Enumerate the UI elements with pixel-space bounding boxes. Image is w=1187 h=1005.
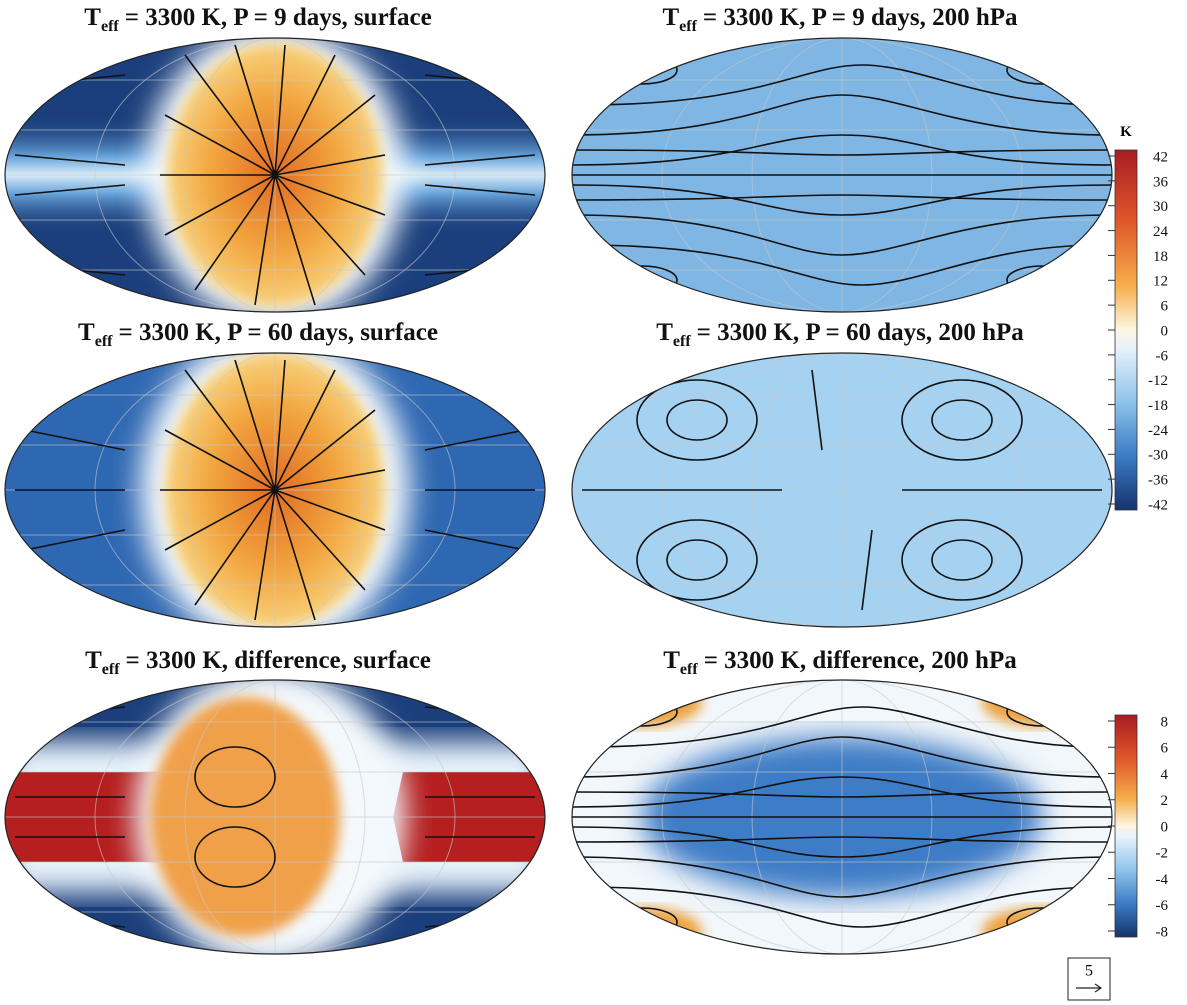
reference-label: 5: [1085, 963, 1093, 980]
panel-title: Teff = 3300 K, P = 9 days, 200 hPa: [662, 4, 1018, 35]
colorbar-tick-label: 8: [1161, 714, 1169, 730]
colorbar-tick-label: 24: [1153, 224, 1169, 240]
colorbar-scale: [1114, 149, 1138, 511]
colorbar-tick-label: 18: [1153, 249, 1168, 265]
colorbar: [1114, 714, 1138, 938]
map-panel: [4, 352, 546, 628]
map-panel: [4, 37, 546, 313]
panel-title: Teff = 3300 K, P = 9 days, surface: [84, 4, 431, 35]
map-panel: [571, 352, 1113, 628]
colorbar-tick-label: 6: [1161, 741, 1169, 757]
colorbar-tick-label: -24: [1148, 423, 1168, 439]
colorbar-tick-label: -4: [1156, 872, 1169, 888]
colorbar-tick-label: 42: [1153, 149, 1168, 165]
colorbar-tick-label: -30: [1148, 448, 1168, 464]
colorbar-tick-label: 6: [1161, 299, 1169, 315]
reference-box: [1067, 957, 1111, 1001]
colorbar: K: [1114, 124, 1138, 511]
colorbar-tick-label: -12: [1148, 373, 1168, 389]
colorbar-tick-label: 36: [1153, 174, 1169, 190]
panel-titles: Teff = 3300 K, P = 9 days, surface Teff = …: [78, 4, 1024, 678]
colorbar-tick-label: -8: [1156, 924, 1169, 940]
panel-title: Teff = 3300 K, P = 60 days, surface: [78, 319, 438, 350]
reference-arrow-shape: [1076, 983, 1103, 993]
colorbar-tick-label: -6: [1156, 898, 1169, 914]
colorbar-tick-label: 30: [1153, 199, 1168, 215]
colorbar-ticks: 42363024181260-6-12-18-24-30-36-4286420-…: [1108, 149, 1169, 940]
panel-title: Teff = 3300 K, difference, 200 hPa: [663, 647, 1017, 678]
colorbar-tick-label: -2: [1156, 846, 1169, 862]
colorbar-tick-label: 0: [1161, 819, 1169, 835]
map-panel: [571, 37, 1113, 313]
colorbar-unit: K: [1120, 124, 1132, 140]
colorbar-tick-label: -42: [1148, 497, 1168, 513]
map-panel: [571, 679, 1113, 955]
map-panel: [4, 679, 546, 955]
colorbar-tick-label: 4: [1161, 767, 1169, 783]
colorbar-tick-label: -18: [1148, 398, 1168, 414]
colorbar-scale: [1114, 714, 1138, 938]
colorbar-tick-label: 0: [1161, 323, 1169, 339]
colorbar-tick-label: 2: [1161, 793, 1169, 809]
colorbar-tick-label: -6: [1156, 348, 1169, 364]
reference-arrow: 5: [1067, 957, 1111, 1001]
colorbar-tick-label: 12: [1153, 274, 1168, 290]
colorbar-tick-label: -36: [1148, 473, 1168, 489]
panel-title: Teff = 3300 K, difference, surface: [85, 647, 431, 678]
panel-title: Teff = 3300 K, P = 60 days, 200 hPa: [656, 319, 1024, 350]
